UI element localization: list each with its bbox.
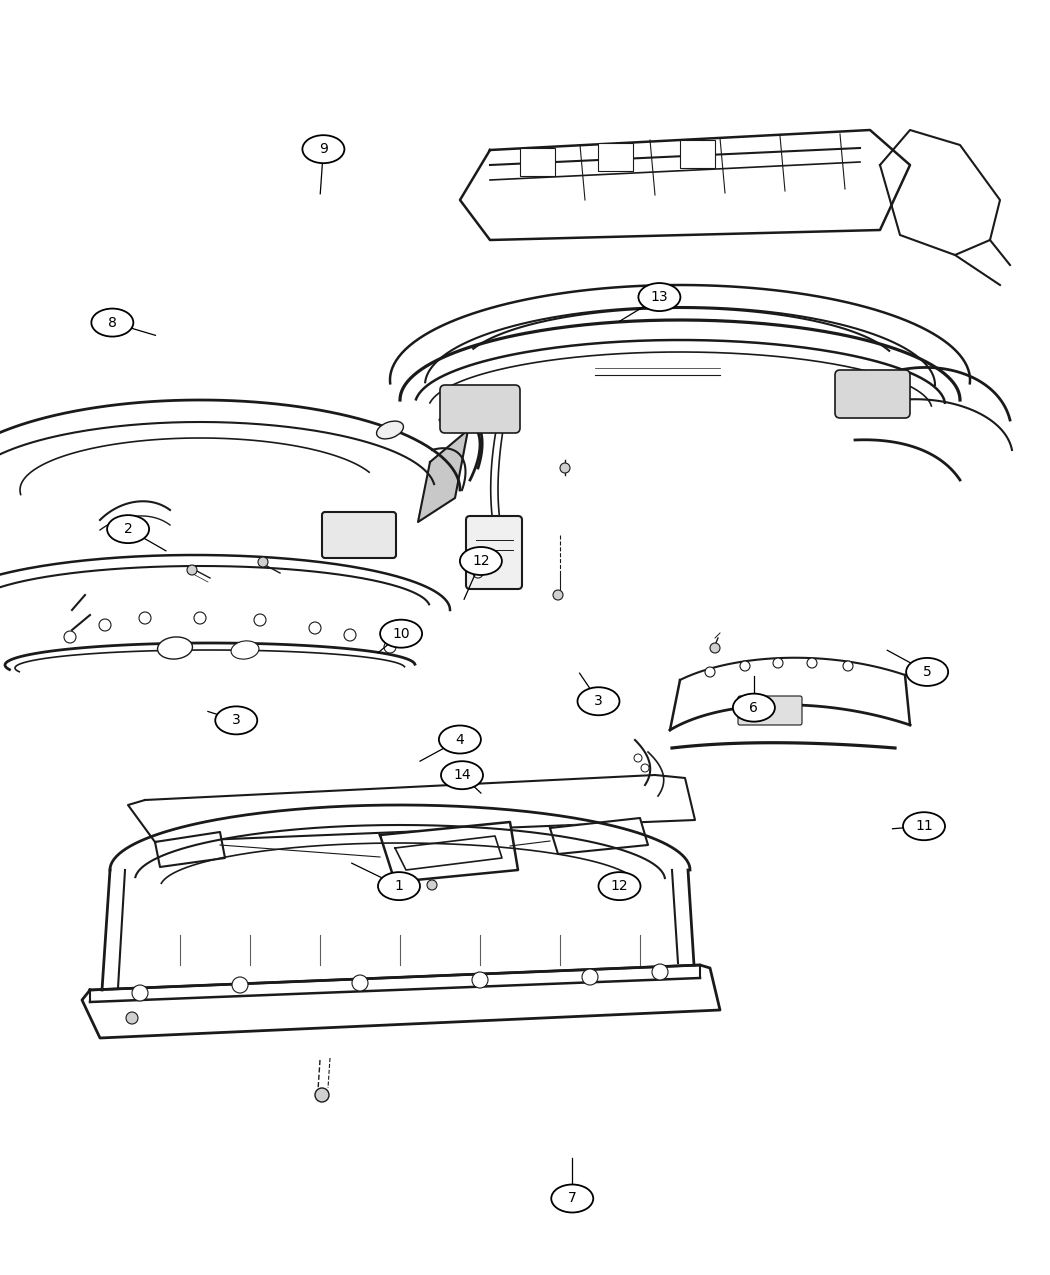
Ellipse shape — [378, 872, 420, 900]
Circle shape — [352, 975, 367, 991]
Circle shape — [710, 643, 720, 653]
Polygon shape — [418, 430, 468, 521]
Circle shape — [553, 590, 563, 601]
Circle shape — [740, 660, 750, 671]
Ellipse shape — [441, 761, 483, 789]
Ellipse shape — [638, 283, 680, 311]
Ellipse shape — [903, 812, 945, 840]
Text: 13: 13 — [651, 291, 668, 303]
Text: 14: 14 — [454, 769, 470, 782]
Circle shape — [582, 969, 598, 986]
Circle shape — [472, 972, 488, 988]
Text: 3: 3 — [594, 695, 603, 708]
Ellipse shape — [439, 725, 481, 754]
Text: 1: 1 — [395, 880, 403, 892]
Polygon shape — [380, 822, 518, 882]
Circle shape — [560, 463, 570, 473]
Text: 9: 9 — [319, 143, 328, 156]
Ellipse shape — [91, 309, 133, 337]
Ellipse shape — [578, 687, 619, 715]
Ellipse shape — [380, 620, 422, 648]
Circle shape — [232, 977, 248, 993]
FancyBboxPatch shape — [835, 370, 910, 418]
Ellipse shape — [460, 547, 502, 575]
Ellipse shape — [302, 135, 344, 163]
Text: 12: 12 — [611, 880, 628, 892]
Ellipse shape — [158, 638, 192, 659]
Circle shape — [64, 631, 76, 643]
Polygon shape — [550, 819, 648, 854]
Circle shape — [472, 567, 483, 578]
Text: 11: 11 — [916, 820, 932, 833]
Circle shape — [843, 660, 853, 671]
Circle shape — [309, 622, 321, 634]
Ellipse shape — [733, 694, 775, 722]
Circle shape — [126, 1012, 138, 1024]
Circle shape — [640, 764, 649, 771]
Bar — [598, 143, 633, 171]
Circle shape — [99, 618, 111, 631]
Circle shape — [384, 641, 396, 653]
Text: 6: 6 — [750, 701, 758, 714]
FancyBboxPatch shape — [440, 385, 520, 434]
Text: 8: 8 — [108, 316, 117, 329]
Circle shape — [258, 557, 268, 567]
Text: 4: 4 — [456, 733, 464, 746]
Ellipse shape — [377, 421, 403, 439]
FancyBboxPatch shape — [466, 516, 522, 589]
Ellipse shape — [906, 658, 948, 686]
Circle shape — [132, 986, 148, 1001]
FancyBboxPatch shape — [322, 513, 396, 558]
Circle shape — [773, 658, 783, 668]
Circle shape — [344, 629, 356, 641]
Ellipse shape — [107, 515, 149, 543]
Circle shape — [634, 754, 642, 762]
Ellipse shape — [551, 1184, 593, 1213]
Polygon shape — [880, 130, 1000, 255]
Polygon shape — [155, 833, 225, 867]
Ellipse shape — [598, 872, 640, 900]
Circle shape — [315, 1088, 329, 1102]
Text: 2: 2 — [124, 523, 132, 536]
Circle shape — [139, 612, 151, 623]
Text: 5: 5 — [923, 666, 931, 678]
FancyBboxPatch shape — [738, 696, 802, 725]
Text: 12: 12 — [472, 555, 489, 567]
Circle shape — [807, 658, 817, 668]
Text: 3: 3 — [232, 714, 240, 727]
Polygon shape — [82, 965, 720, 1038]
Ellipse shape — [215, 706, 257, 734]
Circle shape — [254, 615, 266, 626]
Circle shape — [194, 612, 206, 623]
Bar — [520, 148, 555, 176]
Circle shape — [652, 964, 668, 980]
Text: 7: 7 — [568, 1192, 576, 1205]
Circle shape — [705, 667, 715, 677]
Circle shape — [187, 565, 197, 575]
Bar — [680, 140, 715, 168]
Circle shape — [427, 880, 437, 890]
Ellipse shape — [231, 641, 259, 659]
Text: 10: 10 — [393, 627, 410, 640]
